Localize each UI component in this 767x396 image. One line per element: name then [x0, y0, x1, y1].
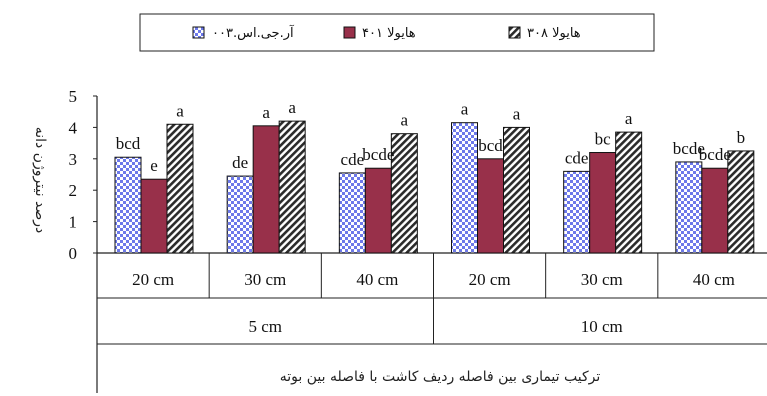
y-tick-label: 4 [69, 118, 78, 137]
y-tick-label: 5 [69, 87, 78, 106]
bar-letter-label: bc [595, 130, 612, 149]
x-category-labels: 20 cm 30 cm 40 cm 20 cm 30 cm 40 cm 5 cm 10 cm [132, 253, 735, 344]
legend-swatch [343, 26, 356, 39]
outer-group-label: 10 cm [581, 317, 623, 336]
x-category-label: 20 cm [469, 270, 511, 289]
legend-label: هایولا ۳۰۸ [527, 26, 581, 41]
bar-letter-label: bcd [478, 136, 503, 155]
bar [114, 156, 142, 254]
legend-label: هایولا ۴۰۱ [362, 26, 416, 41]
bar-letter-label: b [737, 128, 746, 147]
bar-letter-label: a [262, 103, 270, 122]
x-category-label: 30 cm [244, 270, 286, 289]
outer-group-label: 5 cm [248, 317, 282, 336]
x-category-label: 40 cm [356, 270, 398, 289]
bar-letter-label: a [288, 98, 296, 117]
bar [226, 175, 254, 254]
bar [701, 167, 729, 254]
x-category-label: 40 cm [693, 270, 735, 289]
bar [503, 126, 530, 254]
bar-letter-label: cde [341, 150, 365, 169]
legend: آر.جی.اس.۰۰۳ هایولا ۴۰۱ هایولا ۳۰۸ [139, 13, 655, 52]
bar-letter-label: a [513, 104, 521, 123]
bar [451, 122, 478, 254]
bar [563, 170, 591, 254]
legend-swatch [192, 26, 205, 39]
bar-letter-label: e [150, 156, 158, 175]
y-tick-label: 0 [69, 244, 78, 263]
bar [166, 123, 194, 254]
bar [589, 152, 617, 254]
x-category-label: 20 cm [132, 270, 174, 289]
bar [140, 178, 168, 254]
bar [278, 120, 306, 254]
y-tick-label: 1 [69, 213, 78, 232]
bar [338, 172, 366, 254]
y-ticks: 0 1 2 3 4 5 [69, 87, 97, 263]
bar [615, 131, 643, 254]
bar-letter-label: a [176, 101, 184, 120]
bar-letter-label: bcd [116, 134, 141, 153]
bar-letter-label: bcde [699, 145, 731, 164]
bar [727, 150, 755, 254]
legend-label: آر.جی.اس.۰۰۳ [212, 24, 295, 41]
x-category-label: 30 cm [581, 270, 623, 289]
bar [390, 133, 418, 254]
bar-letter-label: a [625, 109, 633, 128]
bar-letter-label: bcde [673, 139, 705, 158]
y-tick-label: 3 [69, 150, 78, 169]
bar [477, 158, 504, 254]
bars [114, 120, 755, 254]
x-axis-label: ترکیب تیماری بین فاصله ردیف کاشت با فاصل… [280, 369, 601, 385]
bar-letter-label: a [461, 100, 469, 119]
bar-letter-label: de [232, 153, 248, 172]
bar [364, 167, 392, 254]
axes [96, 96, 767, 393]
legend-box [139, 13, 655, 52]
y-axis-label: درصد نیتروژن دانه [32, 127, 48, 234]
bar [252, 125, 280, 254]
bar-letter-label: bcde [362, 145, 394, 164]
bar-letter-label: a [401, 111, 409, 130]
y-tick-label: 2 [69, 181, 78, 200]
bar-letter-label: cde [565, 148, 589, 167]
legend-swatch [508, 26, 521, 39]
bar [675, 161, 703, 254]
